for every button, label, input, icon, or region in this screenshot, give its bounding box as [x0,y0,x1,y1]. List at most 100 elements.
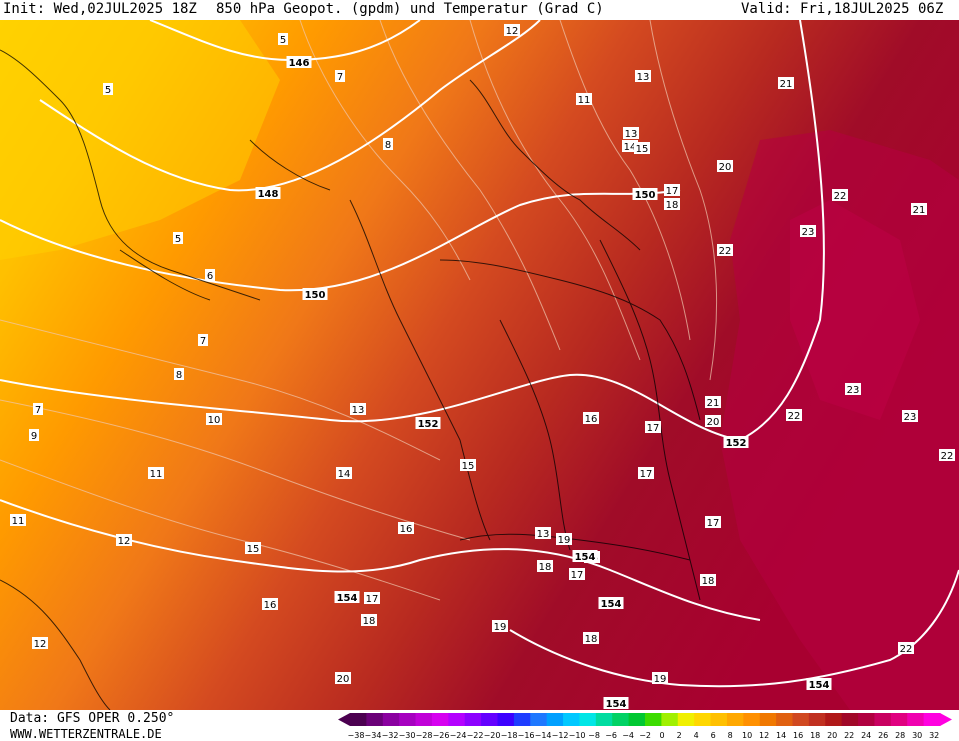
legend-swatch [464,713,482,726]
temperature-legend: −38 −34 −32 −30 −28 −26 −24 −22 −20 −18 −16 −14 −12−… [338,713,952,740]
temperature-label: 23 [902,410,918,423]
temperature-label: 22 [786,409,802,422]
svg-text:14: 14 [624,142,637,153]
legend-tick-label: −4 [622,731,634,740]
svg-text:17: 17 [640,469,653,480]
svg-text:21: 21 [913,205,926,216]
valid-time-label: Valid: Fri,18JUL2025 06Z [741,1,944,17]
svg-text:148: 148 [258,189,279,200]
svg-text:23: 23 [847,385,860,396]
svg-text:22: 22 [834,191,847,202]
legend-tick-label: 32 [929,731,939,740]
legend-tick-label: −30 [399,731,416,740]
svg-text:22: 22 [788,411,801,422]
temperature-labels: 5556777889101111121213131112131415151516… [10,24,955,685]
svg-text:21: 21 [707,398,720,409]
temperature-label: 18 [537,560,553,573]
svg-text:152: 152 [726,438,747,449]
temperature-label: 13 [535,527,551,540]
temperature-label: 18 [583,632,599,645]
svg-text:18: 18 [666,200,679,211]
svg-text:19: 19 [558,535,571,546]
svg-text:17: 17 [571,570,584,581]
warm-core-region [720,130,959,710]
svg-text:150: 150 [305,290,326,301]
country-borders [0,49,701,710]
legend-swatch [874,713,892,726]
svg-text:11: 11 [578,95,591,106]
temperature-label: 17 [664,184,680,197]
legend-swatch [481,713,498,726]
legend-swatch [726,713,744,726]
svg-text:5: 5 [280,35,286,46]
geopotential-label: 152 [723,436,749,449]
legend-tick-label: −34 [365,731,382,740]
legend-tick-label: −38 [348,731,365,740]
temperature-label: 17 [569,568,585,581]
svg-text:19: 19 [494,622,507,633]
svg-text:13: 13 [352,405,365,416]
legend-tick-label: 30 [912,731,922,740]
legend-tick-label: 28 [895,731,905,740]
svg-text:23: 23 [802,227,815,238]
temperature-label: 19 [556,533,572,546]
legend-arrow-left [338,713,350,726]
svg-text:15: 15 [636,144,649,155]
svg-text:154: 154 [809,680,830,691]
website-label: WWW.WETTERZENTRALE.DE [10,727,162,741]
footer-bar: Data: GFS OPER 0.250° WWW.WETTERZENTRALE… [0,710,959,741]
temperature-label: 22 [939,449,955,462]
cool-region-nw [0,20,280,260]
legend-tick-label: −24 [450,731,467,740]
legend-swatch [546,713,564,726]
legend-swatch [563,713,580,726]
legend-tick-label: 14 [776,731,786,740]
legend-tick-label: −8 [588,731,600,740]
temperature-label: 8 [383,138,393,151]
temperature-label: 7 [198,334,208,347]
legend-tick-label: 6 [711,731,716,740]
temperature-label: 11 [10,514,26,527]
map-title: 850 hPa Geopot. (gpdm) und Temperatur (G… [216,1,604,17]
temperature-label: 21 [705,396,721,409]
svg-text:13: 13 [637,72,650,83]
temperature-label: 22 [898,642,914,655]
svg-text:19: 19 [654,674,667,685]
data-source-label: Data: GFS OPER 0.250° [10,711,175,726]
svg-text:146: 146 [289,58,310,69]
svg-text:18: 18 [539,562,552,573]
temperature-label: 15 [460,459,476,472]
temperature-label: 12 [32,637,48,650]
weather-map[interactable]: 5556777889101111121213131112131415151516… [0,20,959,710]
svg-text:20: 20 [719,162,732,173]
svg-text:150: 150 [635,190,656,201]
temperature-label: 12 [504,24,520,37]
temperature-label: 7 [335,70,345,83]
svg-text:22: 22 [941,451,954,462]
temperature-label: 18 [700,574,716,587]
geopotential-lines [0,20,959,688]
legend-swatch [350,713,367,726]
temperature-label: 19 [652,672,668,685]
temperature-label: 21 [778,77,794,90]
temperature-label: 12 [116,534,132,547]
legend-tick-label: −16 [518,731,535,740]
legend-tick-label: 22 [844,731,854,740]
svg-text:154: 154 [575,552,596,563]
legend-swatch [792,713,810,726]
temperature-label: 14 [336,467,352,480]
isotherm-lines [0,20,718,601]
legend-tick-label: −14 [535,731,552,740]
legend-swatch [923,713,941,726]
legend-swatch [513,713,531,726]
legend-swatch [677,713,695,726]
geopotential-label: 154 [334,591,360,604]
legend-swatch [628,713,646,726]
svg-text:18: 18 [363,616,376,627]
svg-text:13: 13 [537,529,550,540]
svg-text:18: 18 [702,576,715,587]
temperature-label: 21 [911,203,927,216]
legend-tick-label: −32 [382,731,399,740]
legend-swatch [431,713,449,726]
temperature-label: 20 [717,160,733,173]
